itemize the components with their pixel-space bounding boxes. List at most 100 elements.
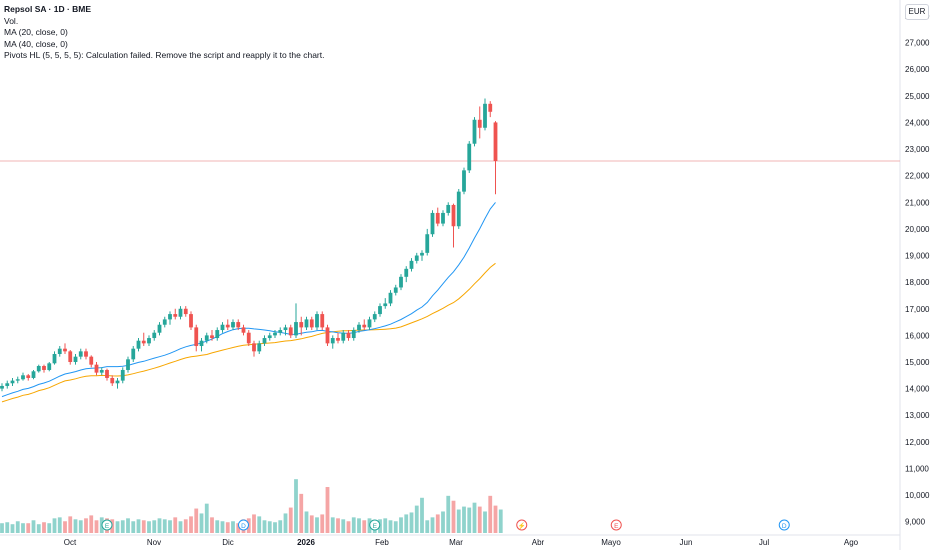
candle-body <box>120 369 125 381</box>
volume-bar <box>225 522 230 533</box>
legend-ma20[interactable]: MA (20, close, 0) <box>4 27 68 37</box>
candle-body <box>299 322 304 328</box>
candle-body <box>462 170 466 192</box>
event-marker-label: E <box>105 523 110 530</box>
volume-bar <box>488 495 493 533</box>
candle-body <box>262 338 267 344</box>
candle-body <box>31 371 36 378</box>
event-marker[interactable]: E <box>101 519 113 531</box>
volume-bar <box>393 521 398 533</box>
candle-body <box>52 354 57 364</box>
volume-bar <box>278 520 283 533</box>
volume-bar <box>283 513 288 533</box>
candle-body <box>47 363 52 370</box>
event-marker-circle <box>369 519 381 531</box>
candle-body <box>78 351 83 357</box>
legend-pivots[interactable]: Pivots HL (5, 5, 5, 5): Calculation fail… <box>4 50 325 60</box>
volume-bar <box>288 507 293 533</box>
candle-body <box>73 356 78 362</box>
volume-bar <box>94 520 99 533</box>
volume-bar <box>383 518 388 533</box>
price-tick-label: 13,000 <box>905 411 930 420</box>
candle-body <box>36 365 41 372</box>
price-tick-label: 9,000 <box>905 518 926 527</box>
price-tick-label: 10,000 <box>905 491 930 500</box>
volume-bar <box>456 509 461 533</box>
volume-bar <box>178 521 183 533</box>
volume-bar <box>68 516 73 533</box>
event-marker[interactable]: E <box>610 519 622 531</box>
volume-bar <box>451 500 456 533</box>
candle-body <box>152 332 157 339</box>
volume-bar <box>262 520 267 533</box>
event-marker-label: D <box>782 523 787 530</box>
ma20-line <box>1 202 496 398</box>
volume-bar <box>299 493 304 533</box>
volume-bar <box>257 516 262 533</box>
volume-bar <box>315 517 319 533</box>
event-marker-circle <box>610 519 622 531</box>
candle-body <box>430 212 435 235</box>
volume-bar <box>404 514 409 533</box>
volume-bar <box>351 517 356 533</box>
legend-volume[interactable]: Vol. <box>4 15 19 26</box>
volume-bar <box>325 487 330 533</box>
volume-bar <box>215 520 220 533</box>
candle-body <box>252 343 256 352</box>
candle-body <box>99 369 104 373</box>
currency-button[interactable]: EUR <box>905 4 929 20</box>
candle-body <box>477 119 482 128</box>
volume-bar <box>131 521 136 533</box>
event-marker-label: E <box>373 523 378 530</box>
candle-body <box>210 335 214 339</box>
price-tick-label: 21,000 <box>905 198 930 207</box>
chart-legend: Repsol SA · 1D · BME Vol. MA (20, close,… <box>4 4 324 62</box>
price-tick-label: 23,000 <box>905 145 930 154</box>
price-tick-label: 16,000 <box>905 331 930 340</box>
volume-bar <box>31 520 36 533</box>
price-tick-label: 19,000 <box>905 252 930 261</box>
candle-body <box>341 332 346 341</box>
event-marker[interactable]: D <box>238 519 249 531</box>
volume-bar <box>435 514 440 533</box>
volume-bar <box>63 521 67 533</box>
volume-bar <box>36 524 41 533</box>
event-marker[interactable]: ⚡ <box>516 519 528 531</box>
volume-bar <box>120 520 125 533</box>
event-marker-label: ⚡ <box>518 522 526 530</box>
volume-bar <box>294 479 298 533</box>
candle-body <box>472 119 477 144</box>
volume-bar <box>388 520 393 533</box>
candle-body <box>131 348 136 360</box>
candle-body <box>388 292 393 304</box>
candle-body <box>393 287 398 293</box>
volume-bar <box>409 512 414 533</box>
event-marker-label: E <box>614 523 619 530</box>
legend-ma40[interactable]: MA (40, close, 0) <box>4 38 68 49</box>
candle-body <box>241 327 246 333</box>
candle-body <box>288 327 293 336</box>
event-marker-label: D <box>241 523 246 530</box>
candle-body <box>194 327 199 347</box>
event-marker-circle <box>778 519 790 531</box>
time-tick-label: Jul <box>759 538 769 547</box>
volume-bar <box>141 520 146 533</box>
candle-body <box>94 364 99 373</box>
candle-body <box>84 351 88 357</box>
candle-body <box>294 322 298 336</box>
price-tick-label: 15,000 <box>905 358 930 367</box>
event-marker[interactable]: E <box>369 519 381 531</box>
volume-bar <box>462 506 466 533</box>
price-tick-label: 22,000 <box>905 172 930 181</box>
candle-body <box>304 319 309 328</box>
candle-body <box>225 324 230 328</box>
candle-body <box>215 330 220 339</box>
volume-bar <box>183 519 188 533</box>
volume-bar <box>47 523 52 533</box>
price-tick-label: 27,000 <box>905 39 930 48</box>
event-marker[interactable]: D <box>778 519 790 531</box>
candle-body <box>414 255 419 261</box>
volume-bar <box>168 520 172 533</box>
candle-body <box>330 338 335 344</box>
